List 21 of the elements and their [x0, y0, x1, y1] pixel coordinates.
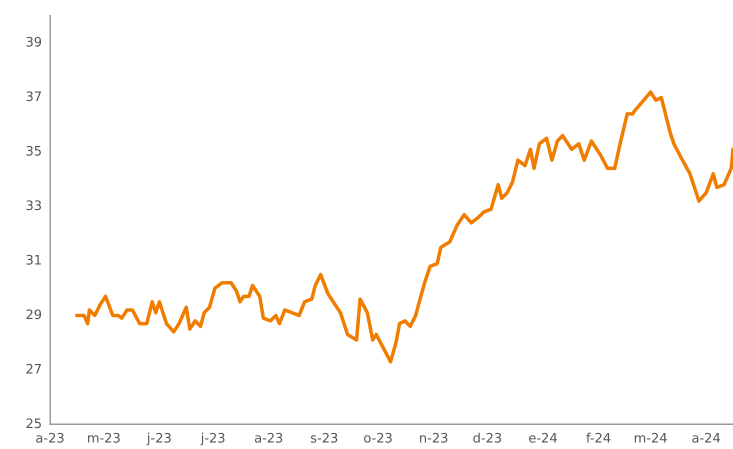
y-tick-label: 25 — [25, 416, 42, 432]
y-tick-label: 27 — [25, 362, 42, 378]
x-tick-label: a-24 — [692, 432, 721, 447]
y-tick-label: 29 — [25, 308, 42, 323]
x-tick-label: s-23 — [310, 432, 338, 447]
x-tick-label: a-23 — [35, 432, 65, 447]
y-tick-label: 33 — [25, 198, 42, 214]
y-tick-label: 31 — [25, 253, 42, 268]
x-tick-label: n-23 — [418, 432, 448, 447]
x-tick-label: m-23 — [86, 432, 121, 447]
y-tick-label: 35 — [25, 144, 42, 160]
y-tick-label: 37 — [25, 90, 42, 105]
y-tick-label: 39 — [25, 35, 42, 50]
x-tick-label: d-23 — [472, 432, 502, 447]
x-tick-label: j-23 — [200, 432, 226, 447]
x-tick-label: o-23 — [363, 432, 393, 447]
x-tick-label: f-24 — [586, 432, 612, 447]
x-tick-label: e-24 — [528, 432, 558, 447]
x-tick-label: j-23 — [146, 432, 172, 447]
x-tick-label: a-23 — [254, 432, 284, 447]
x-tick-label: m-24 — [634, 432, 668, 447]
